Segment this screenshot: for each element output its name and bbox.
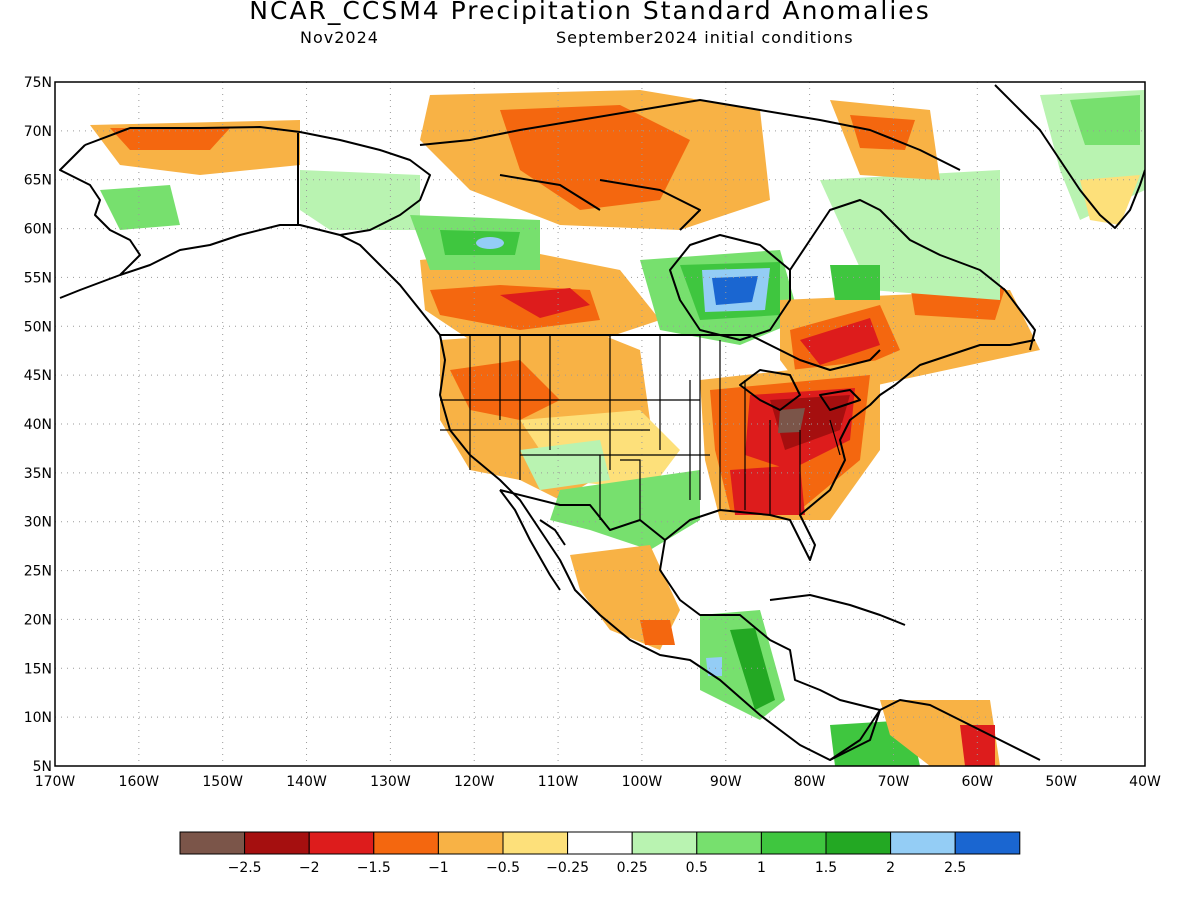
lon-label: 160W [119, 774, 160, 790]
legend-label: −1.5 [357, 860, 391, 876]
anomaly-hudson-blue [712, 276, 758, 305]
lat-label: 25N [24, 564, 52, 580]
lon-label: 80W [794, 774, 826, 790]
anomaly-alaska-green [100, 185, 180, 230]
legend-swatch [179, 831, 246, 855]
coastline-baja [499, 489, 566, 591]
lat-label: 65N [24, 173, 52, 189]
lat-label: 20N [24, 612, 52, 628]
legend-swatch [244, 831, 310, 855]
state-borders [440, 335, 841, 520]
lat-label: 70N [24, 124, 52, 140]
legend-label: 0.25 [617, 860, 648, 876]
lon-label: 140W [286, 774, 327, 790]
anomaly-ontario-peak [800, 318, 880, 365]
lon-label: 150W [202, 774, 243, 790]
lon-label: 40W [1129, 774, 1161, 790]
anomaly-mexico-core [640, 620, 675, 645]
lon-label: 90W [710, 774, 742, 790]
legend-label: −0.25 [546, 860, 589, 876]
map-frame [54, 81, 1146, 767]
anomaly-fields [90, 90, 1145, 766]
legend-swatch [437, 831, 504, 855]
color-legend-labels: −2.5 −2 −1.5 −1 −0.5 −0.25 0.25 0.5 1 1.5 2 2.5 [228, 860, 967, 876]
coastline-greenland [994, 84, 1145, 229]
legend-label: −1 [428, 860, 449, 876]
legend-swatch [373, 831, 439, 855]
coastline-cuba [769, 594, 906, 626]
legend-label: 2 [886, 860, 895, 876]
legend-swatch [696, 831, 762, 855]
coastline-labrador [789, 199, 1036, 351]
anomaly-southwest-green [520, 440, 610, 490]
anomaly-greenland-south [1080, 175, 1140, 225]
legend-label: 2.5 [944, 860, 966, 876]
map-title: NCAR_CCSM4 Precipitation Standard Anomal… [249, 0, 931, 25]
legend-swatch [631, 831, 698, 855]
border-us-canada [440, 334, 881, 371]
graticule [55, 82, 1145, 766]
anomaly-venezuela-core [960, 725, 995, 766]
lat-label: 75N [24, 75, 52, 91]
legend-swatch [760, 831, 827, 855]
anomaly-west-us-core [450, 360, 560, 420]
anomaly-deep-south [730, 465, 805, 515]
legend-swatch [825, 831, 892, 855]
lat-label: 50N [24, 319, 52, 335]
anomaly-ohio-brown [778, 408, 805, 433]
anomaly-greenland-green [1070, 95, 1140, 145]
coastline-arctic-islands [419, 99, 961, 231]
lat-label: 55N [24, 270, 52, 286]
lon-label: 110W [538, 774, 579, 790]
lon-label: 70W [878, 774, 910, 790]
lat-label: 35N [24, 466, 52, 482]
legend-swatch [954, 831, 1021, 855]
coastline-gulf [659, 339, 1036, 711]
lon-label: 60W [961, 774, 993, 790]
lat-label: 5N [33, 759, 52, 775]
legend-swatch [890, 831, 956, 855]
lat-label: 10N [24, 710, 52, 726]
lon-label: 50W [1045, 774, 1077, 790]
anomaly-central-america-core [730, 628, 775, 710]
lon-label: 170W [35, 774, 76, 790]
legend-label: −0.5 [486, 860, 520, 876]
anomaly-bc-blue [476, 237, 504, 249]
legend-label: −2 [299, 860, 320, 876]
lon-label: 120W [454, 774, 495, 790]
coastline-pacific-northwest [339, 234, 881, 761]
anomaly-canada-west-peak [500, 288, 590, 318]
color-legend [179, 831, 1021, 855]
land-outlines [59, 84, 1145, 761]
anomaly-labrador-green [830, 265, 880, 300]
initial-conditions: September2024 initial conditions [556, 28, 854, 47]
anomaly-texas-green [550, 470, 700, 550]
lon-label: 100W [622, 774, 663, 790]
legend-swatch [502, 831, 569, 855]
coastline-south-america [829, 699, 1041, 761]
lat-label: 15N [24, 661, 52, 677]
latitude-labels: 75N 70N 65N 60N 55N 50N 45N 40N 35N 30N 25N 20N 15N 1… [24, 75, 52, 775]
anomaly-yukon [300, 170, 420, 230]
anomaly-central-america-blue [706, 657, 722, 676]
lat-label: 45N [24, 368, 52, 384]
legend-label: 0.5 [686, 860, 708, 876]
lat-label: 60N [24, 222, 52, 238]
legend-swatch [567, 831, 633, 855]
longitude-labels: 170W 160W 150W 140W 130W 120W 110W 100W 90W 80W 70… [35, 774, 1161, 790]
legend-label: −2.5 [228, 860, 262, 876]
great-lakes [739, 369, 861, 411]
lat-label: 40N [24, 417, 52, 433]
lat-label: 30N [24, 515, 52, 531]
legend-label: 1.5 [815, 860, 837, 876]
forecast-month: Nov2024 [300, 28, 379, 47]
anomaly-alaska-north-core [110, 128, 230, 150]
map-area [55, 82, 1145, 766]
lon-label: 130W [370, 774, 411, 790]
coastline-hudson-bay [669, 234, 791, 341]
coastline-alaska [59, 126, 431, 299]
legend-label: 1 [757, 860, 766, 876]
legend-swatch [308, 831, 375, 855]
